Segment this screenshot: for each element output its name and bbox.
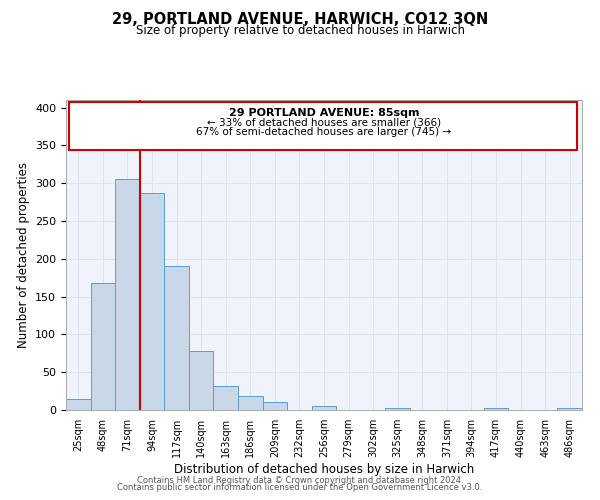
Bar [238,396,263,410]
Bar [263,402,287,410]
Text: 67% of semi-detached houses are larger (745) →: 67% of semi-detached houses are larger (… [196,127,452,137]
Text: 29, PORTLAND AVENUE, HARWICH, CO12 3QN: 29, PORTLAND AVENUE, HARWICH, CO12 3QN [112,12,488,28]
Bar [484,408,508,410]
Text: Contains HM Land Registry data © Crown copyright and database right 2024.: Contains HM Land Registry data © Crown c… [137,476,463,485]
Bar [140,193,164,410]
Bar [214,386,238,410]
FancyBboxPatch shape [68,102,577,150]
Bar [115,180,140,410]
Bar [557,408,582,410]
Bar [189,351,214,410]
Text: Contains public sector information licensed under the Open Government Licence v3: Contains public sector information licen… [118,484,482,492]
Bar [312,406,336,410]
Bar [66,398,91,410]
X-axis label: Distribution of detached houses by size in Harwich: Distribution of detached houses by size … [174,462,474,475]
Y-axis label: Number of detached properties: Number of detached properties [17,162,29,348]
Bar [91,283,115,410]
Text: Size of property relative to detached houses in Harwich: Size of property relative to detached ho… [136,24,464,37]
Bar [164,266,189,410]
Text: ← 33% of detached houses are smaller (366): ← 33% of detached houses are smaller (36… [207,117,441,127]
Text: 29 PORTLAND AVENUE: 85sqm: 29 PORTLAND AVENUE: 85sqm [229,108,419,118]
Bar [385,408,410,410]
